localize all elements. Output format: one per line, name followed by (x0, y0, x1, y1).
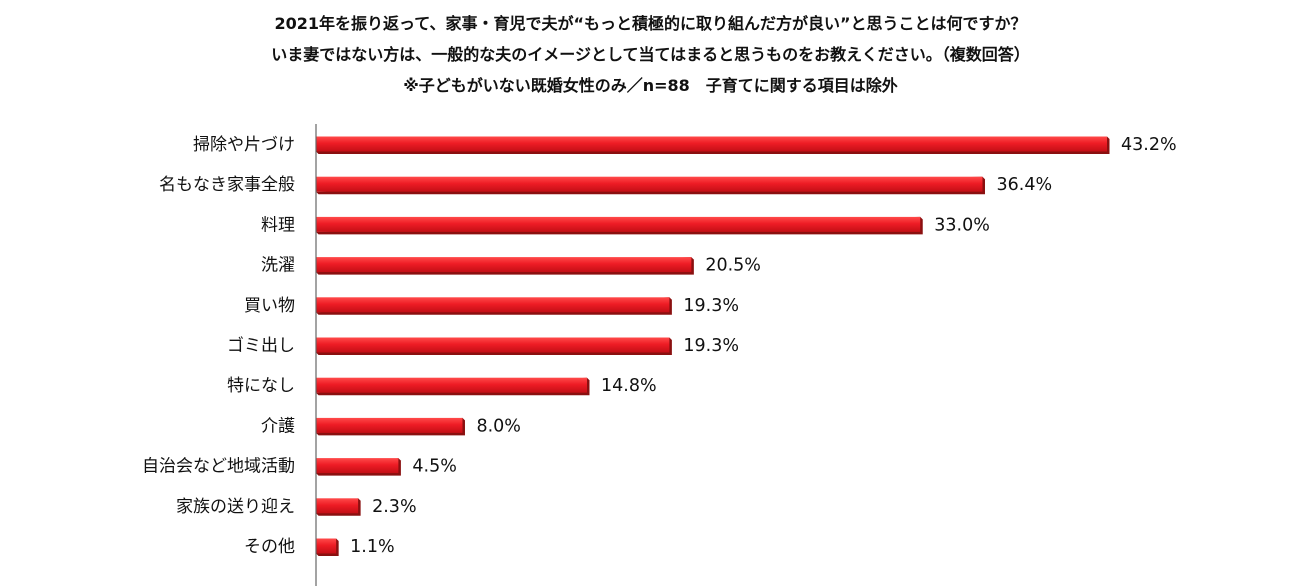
bar (316, 417, 463, 433)
chart-note: ※子どもがいない既婚女性のみ／n=88 子育てに関する項目は除外 (403, 76, 898, 95)
chart-title-block: 2021年を振り返って、家事・育児で夫が“もっと積極的に取り組んだ方が良い”と思… (0, 8, 1301, 101)
bar (316, 458, 399, 474)
bars-group (316, 136, 1110, 556)
bar (316, 377, 587, 393)
category-label: 家族の送り迎え (176, 497, 295, 517)
bar (316, 538, 337, 554)
labels-group: 掃除や片づけ 43.2% 名もなき家事全般 36.4% 料理 33.0% 洗濯 20.5% 買い… (142, 135, 1177, 557)
category-label: 名もなき家事全般 (159, 175, 295, 195)
category-label: 自治会など地域活動 (142, 457, 295, 477)
value-label: 4.5% (412, 457, 456, 477)
bar (316, 136, 1107, 152)
category-label: 掃除や片づけ (193, 135, 295, 155)
chart-subtitle: いま妻ではない方は、一般的な夫のイメージとして当てはまると思うものをお教えくださ… (271, 45, 1030, 64)
category-label: 介護 (261, 416, 295, 436)
bar (316, 337, 670, 353)
bar (316, 257, 692, 273)
value-label: 2.3% (372, 497, 416, 517)
value-label: 36.4% (996, 175, 1052, 195)
category-label: 料理 (261, 215, 295, 235)
value-label: 43.2% (1121, 135, 1177, 155)
bar (316, 297, 670, 313)
value-label: 33.0% (934, 215, 990, 235)
bar (316, 176, 983, 192)
value-label: 19.3% (683, 336, 739, 356)
value-label: 19.3% (683, 296, 739, 316)
category-label: その他 (244, 537, 295, 557)
bar (316, 216, 921, 232)
value-label: 8.0% (476, 416, 520, 436)
category-label: 買い物 (244, 296, 295, 316)
category-label: ゴミ出し (227, 335, 295, 356)
category-label: 洗濯 (261, 256, 295, 276)
value-label: 14.8% (601, 376, 657, 396)
category-label: 特になし (227, 376, 295, 396)
value-label: 20.5% (705, 256, 761, 276)
chart-title: 2021年を振り返って、家事・育児で夫が“もっと積極的に取り組んだ方が良い”と思… (274, 14, 1027, 33)
value-label: 1.1% (350, 537, 394, 557)
bar (316, 498, 359, 514)
